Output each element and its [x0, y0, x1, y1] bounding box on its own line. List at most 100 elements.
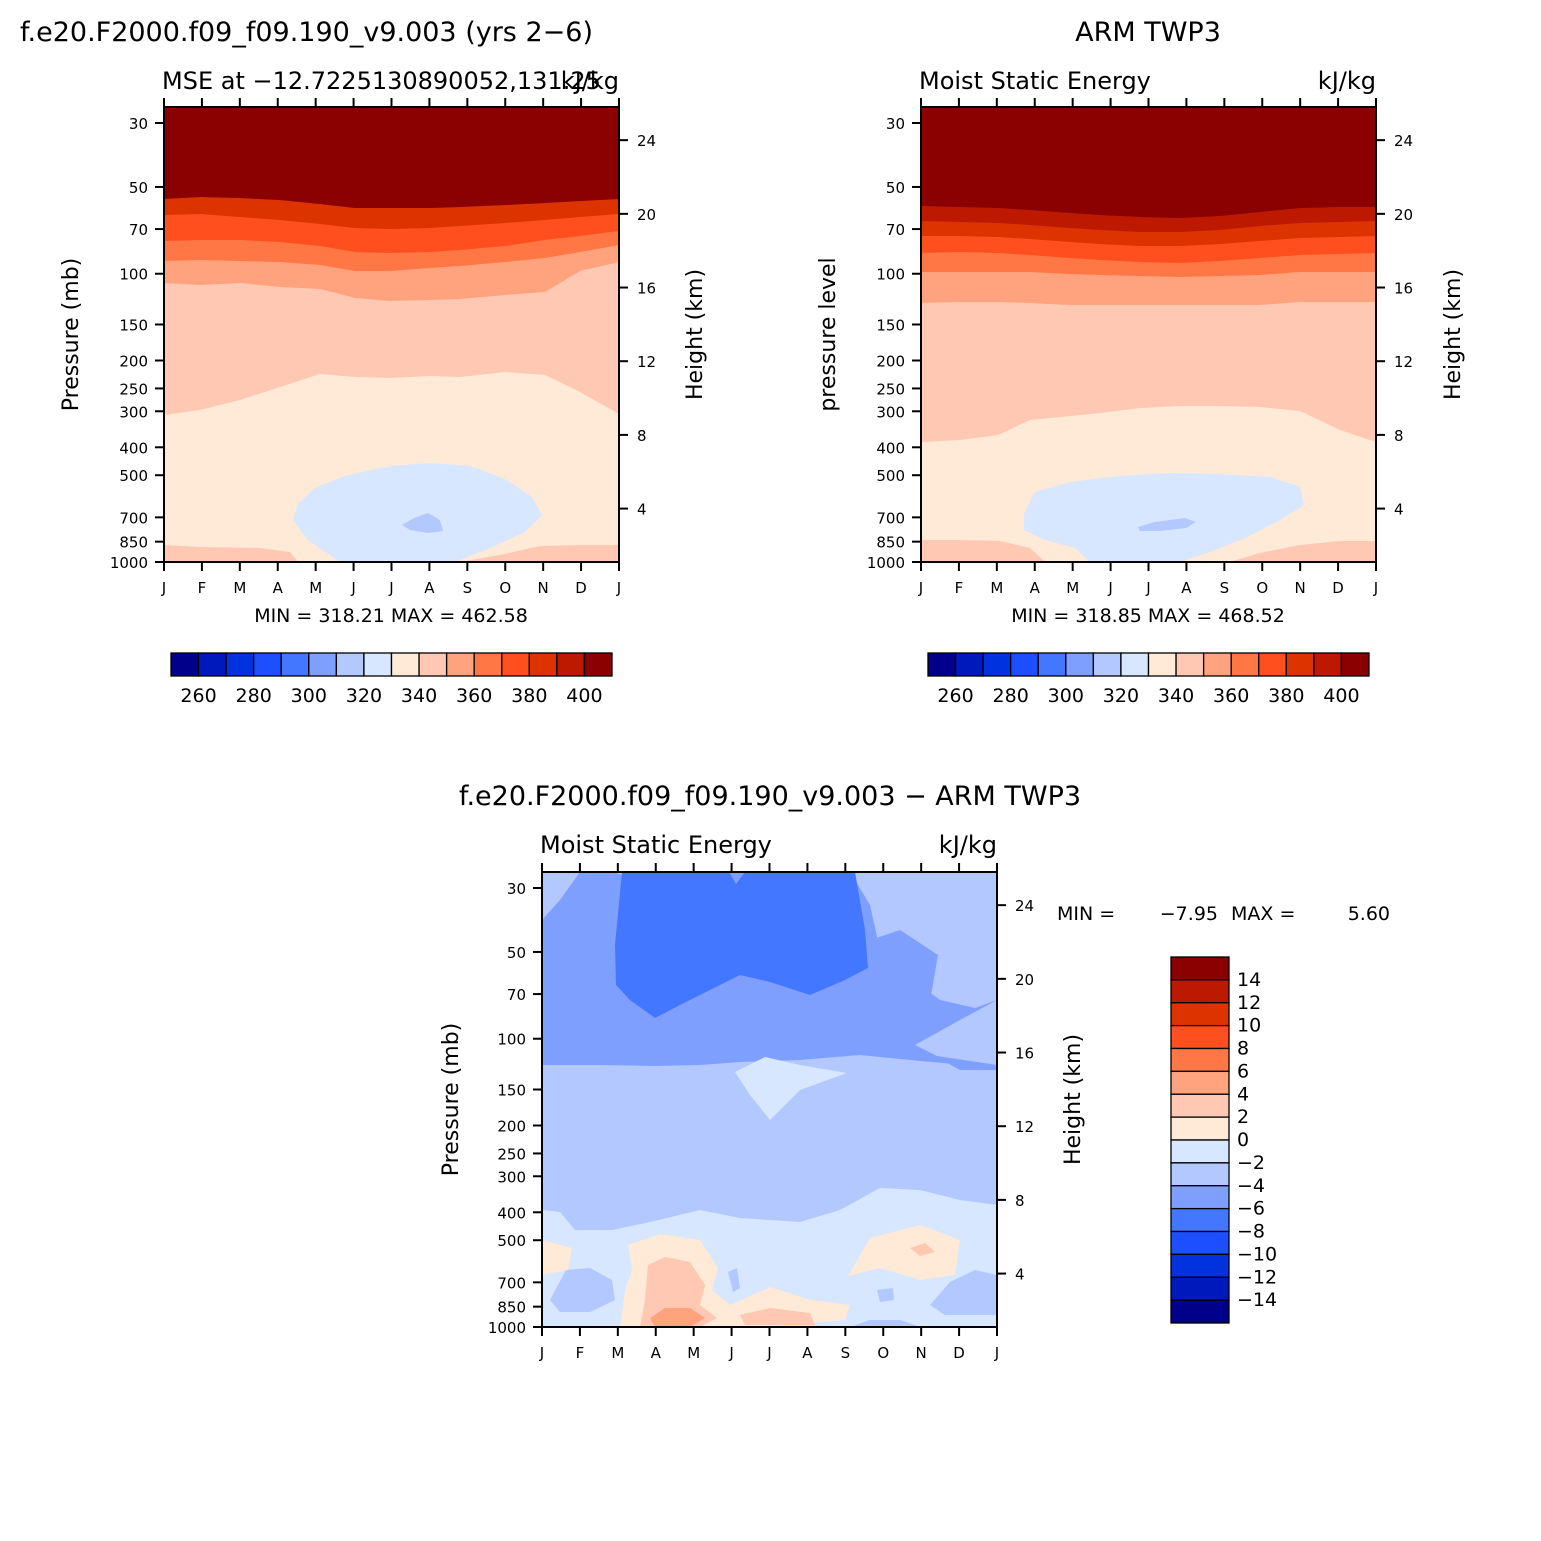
diff-x-tick-label: J	[994, 1344, 999, 1362]
obs-colorbar-label: 300	[1048, 685, 1084, 707]
diff-colorbar-swatch	[1170, 1253, 1230, 1278]
diff-colorbar-label: −12	[1237, 1266, 1277, 1288]
diff-right-subtitle: kJ/kg	[939, 831, 997, 859]
diff-colorbar-label: 12	[1237, 992, 1261, 1014]
obs-contour-field	[921, 107, 1376, 562]
obs-colorbar-label: 380	[1268, 685, 1304, 707]
model-y-tick-label: 100	[119, 266, 148, 284]
model-colorbar-swatch	[363, 652, 393, 677]
model-colorbar-label: 300	[291, 685, 327, 707]
diff-y-axis-label: Pressure (mb)	[439, 1023, 464, 1177]
diff-band-minus4-ring	[542, 930, 997, 1070]
model-colorbar-label: 260	[180, 685, 216, 707]
diff-y-right-tick-label: 4	[1015, 1266, 1025, 1284]
diff-colorbar-label: −8	[1237, 1221, 1265, 1243]
model-colorbar-swatch	[390, 652, 420, 677]
diff-colorbar-swatch	[1170, 979, 1230, 1004]
diff-x-tick-label: D	[953, 1344, 965, 1362]
obs-colorbar-swatch	[1340, 652, 1370, 677]
model-colorbar-swatch	[528, 652, 558, 677]
model-y-right-axis-label: Height (km)	[683, 269, 708, 400]
diff-cell-plus6	[650, 1308, 705, 1327]
obs-y-right-tick-label: 4	[1394, 501, 1404, 519]
diff-y-right-tick-label: 16	[1015, 1045, 1034, 1063]
obs-x-tick-label: J	[918, 579, 923, 597]
obs-y-tick-label: 70	[886, 221, 905, 239]
model-y-right-tick-label: 16	[637, 280, 656, 298]
obs-x-tick-label: J	[1107, 579, 1112, 597]
diff-colorbar-label: −2	[1237, 1152, 1265, 1174]
diff-y-tick-label: 70	[507, 986, 526, 1004]
diff-colorbar-label: 10	[1237, 1015, 1261, 1037]
obs-y-right-tick-label: 20	[1394, 206, 1413, 224]
obs-colorbar-label: 260	[937, 685, 973, 707]
obs-low-cell	[1024, 473, 1304, 562]
diff-x-tick-label: A	[802, 1344, 813, 1362]
diff-contour-field	[542, 872, 997, 1327]
obs-y-right-tick-label: 16	[1394, 280, 1413, 298]
obs-y-tick-label: 30	[886, 115, 905, 133]
diff-colorbar-swatch	[1170, 1002, 1230, 1027]
obs-x-tick-label: S	[1220, 579, 1230, 597]
model-colorbar-swatch	[308, 652, 338, 677]
diff-x-tick-label: S	[841, 1344, 851, 1362]
diff-x-tick-label: J	[539, 1344, 544, 1362]
model-low-cell	[293, 463, 542, 562]
model-y-right-tick-label: 8	[637, 427, 647, 445]
diff-x-tick-label: M	[611, 1344, 624, 1362]
diff-colorbar-swatch	[1170, 1230, 1230, 1256]
model-right-subtitle: kJ/kg	[561, 67, 619, 95]
obs-band-near-surface	[921, 540, 1376, 562]
model-axes: J F M A M J J A S O N D J 30 50 70 100 150 200 250 300 400 500…	[59, 98, 708, 597]
obs-colorbar-swatch	[1175, 652, 1205, 677]
model-colorbar-label: 380	[511, 685, 547, 707]
obs-y-tick-label: 200	[876, 353, 905, 371]
obs-y-tick-label: 50	[886, 179, 905, 197]
obs-colorbar-swatch	[1147, 652, 1177, 677]
model-x-tick-label: S	[463, 579, 473, 597]
obs-colorbar-swatch	[1065, 652, 1095, 677]
obs-colorbar-swatch	[1037, 652, 1067, 677]
obs-x-tick-label: F	[955, 579, 964, 597]
diff-y-right-tick-label: 12	[1015, 1118, 1034, 1136]
model-y-tick-label: 300	[119, 403, 148, 421]
obs-colorbar-swatch	[982, 652, 1012, 677]
model-colorbar-swatch	[225, 652, 255, 677]
obs-x-tick-label: O	[1256, 579, 1268, 597]
diff-y-tick-label: 300	[497, 1168, 526, 1186]
obs-colorbar-swatch	[1010, 652, 1039, 677]
diff-colorbar-swatch	[1170, 1162, 1230, 1187]
diff-y-tick-label: 400	[497, 1204, 526, 1222]
diff-max-label: MAX =	[1231, 903, 1295, 925]
obs-colorbar-label: 340	[1158, 685, 1194, 707]
obs-x-tick-label: J	[1145, 579, 1150, 597]
model-y-tick-label: 50	[129, 179, 148, 197]
model-x-tick-label: A	[273, 579, 284, 597]
diff-y-right-axis-label: Height (km)	[1061, 1034, 1086, 1165]
diff-panel-title: f.e20.F2000.f09_f09.190_v9.003 − ARM TWP…	[459, 781, 1081, 812]
obs-right-subtitle: kJ/kg	[1318, 67, 1376, 95]
model-y-tick-label: 250	[119, 380, 148, 398]
obs-axes: J F M A M J J A S O N D J 30 50 70 100 150 200 250 300 400 500…	[816, 98, 1466, 597]
model-colorbar-swatch	[170, 652, 200, 677]
obs-x-tick-label: A	[1030, 579, 1041, 597]
obs-band-400	[921, 107, 1376, 218]
model-x-tick-label: J	[388, 579, 393, 597]
obs-y-tick-label: 150	[876, 316, 905, 334]
obs-y-right-tick-label: 12	[1394, 353, 1413, 371]
diff-x-tick-label: J	[728, 1344, 733, 1362]
obs-colorbar-label: 360	[1213, 685, 1249, 707]
model-y-tick-label: 1000	[110, 554, 148, 572]
diff-colorbar-swatch	[1170, 1047, 1230, 1073]
obs-colorbar-swatch	[1313, 652, 1343, 677]
model-y-axis-label: Pressure (mb)	[59, 258, 84, 412]
diff-colorbar-label: 0	[1237, 1129, 1249, 1151]
diff-colorbar-swatch	[1170, 1299, 1230, 1324]
obs-colorbar-label: 400	[1323, 685, 1359, 707]
obs-panel: Moist Static Energy kJ/kg J F M A M J J A S O N D J 3…	[816, 67, 1466, 707]
model-colorbar-swatch	[418, 652, 448, 677]
obs-y-right-axis-label: Height (km)	[1441, 269, 1466, 400]
model-x-tick-label: J	[161, 579, 166, 597]
diff-y-tick-label: 500	[497, 1232, 526, 1250]
model-colorbar-swatch	[501, 652, 530, 677]
